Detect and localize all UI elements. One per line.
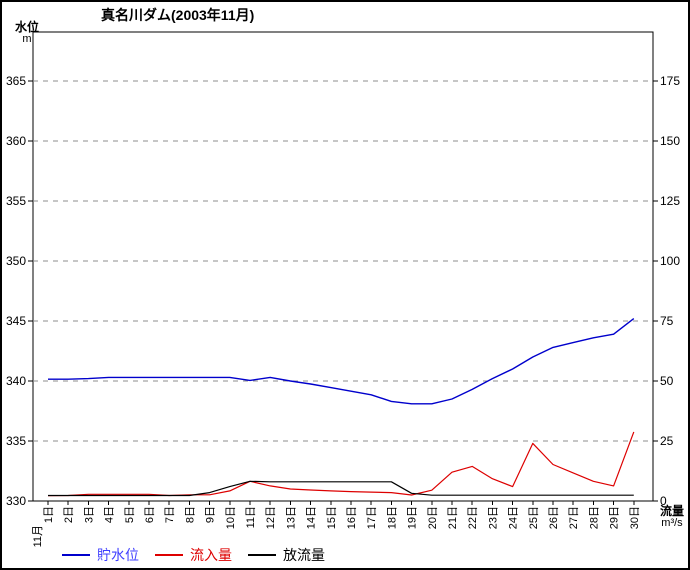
- outflow-legend-label: 放流量: [283, 547, 325, 563]
- right-axis-title: 流量 m³/s: [652, 504, 688, 529]
- day-tick-label: 9日: [205, 506, 217, 523]
- outflow-line-sample: [248, 554, 276, 556]
- day-tick-label: 2日: [63, 506, 75, 523]
- water-level-unit: m: [22, 32, 32, 45]
- storage-level-line-sample: [62, 554, 90, 556]
- right-axis-tick-label: 25: [660, 434, 674, 448]
- day-tick-label: 27日: [568, 506, 580, 529]
- legend-item-inflow: 流入量: [155, 545, 232, 565]
- day-tick-label: 3日: [83, 506, 95, 523]
- left-axis-tick-label: 360: [6, 134, 26, 148]
- legend-item-outflow: 放流量: [248, 545, 325, 565]
- day-tick-label: 25日: [528, 506, 540, 529]
- left-axis-tick-label: 345: [6, 314, 26, 328]
- day-tick-label: 19日: [407, 506, 419, 529]
- flow-unit: m³/s: [661, 516, 683, 529]
- day-tick-label: 30日: [629, 506, 641, 529]
- day-tick-label: 22日: [467, 506, 479, 529]
- day-tick-label: 20日: [427, 506, 439, 529]
- right-axis-tick-label: 175: [660, 74, 680, 88]
- right-axis-tick-label: 150: [660, 134, 680, 148]
- right-axis-tick-label: 100: [660, 254, 680, 268]
- series-貯水位: [48, 318, 635, 405]
- day-tick-label: 24日: [508, 506, 520, 529]
- plot-border: [32, 31, 654, 502]
- chart-title: 真名川ダム(2003年11月): [101, 7, 255, 23]
- day-tick-label: 18日: [386, 506, 398, 529]
- series-流入量: [47, 431, 635, 497]
- day-tick-label: 29日: [609, 506, 621, 529]
- day-tick-label: 14日: [306, 506, 318, 529]
- day-tick-label: 23日: [487, 506, 499, 529]
- day-tick-label: 11日: [245, 506, 257, 528]
- day-tick-label: 12日: [265, 506, 277, 529]
- day-tick-label: 15日: [326, 506, 338, 529]
- day-tick-label: 8日: [184, 506, 196, 523]
- day-tick-label: 28日: [588, 506, 600, 529]
- legend-item-storage-level: 貯水位: [62, 545, 139, 565]
- left-axis-tick-label: 350: [6, 254, 26, 268]
- left-axis-tick-label: 340: [6, 374, 26, 388]
- day-tick-label: 5日: [124, 506, 136, 523]
- inflow-line-sample: [155, 554, 183, 556]
- day-tick-label: 17日: [366, 506, 378, 529]
- day-tick-label: 4日: [104, 506, 116, 523]
- storage-level-legend-label: 貯水位: [97, 547, 139, 563]
- series-放流量: [48, 480, 634, 497]
- day-tick-label: 13日: [285, 506, 297, 529]
- day-tick-label: 26日: [548, 506, 560, 529]
- left-axis-tick-label: 365: [6, 74, 26, 88]
- day-tick-label: 16日: [346, 506, 358, 529]
- month-label: 11月: [32, 525, 44, 547]
- right-axis-tick-label: 0: [660, 494, 667, 508]
- left-axis-tick-label: 355: [6, 194, 26, 208]
- flow-label: 流量: [659, 504, 684, 518]
- right-axis-tick-label: 75: [660, 314, 674, 328]
- inflow-legend-label: 流入量: [190, 547, 232, 563]
- legend: 貯水位 流入量 放流量: [62, 545, 325, 565]
- day-tick-label: 21日: [447, 506, 459, 529]
- left-axis-tick-label: 330: [6, 494, 26, 508]
- day-tick-label: 7日: [164, 506, 176, 523]
- right-axis-tick-label: 50: [660, 374, 674, 388]
- water-level-label: 水位: [14, 20, 39, 34]
- day-tick-label: 10日: [225, 506, 237, 529]
- left-axis-tick-label: 335: [6, 434, 26, 448]
- day-tick-label: 1日: [43, 506, 55, 523]
- day-tick-label: 6日: [144, 506, 156, 523]
- right-axis-tick-label: 125: [660, 194, 680, 208]
- left-axis-title: 水位 m: [12, 21, 42, 45]
